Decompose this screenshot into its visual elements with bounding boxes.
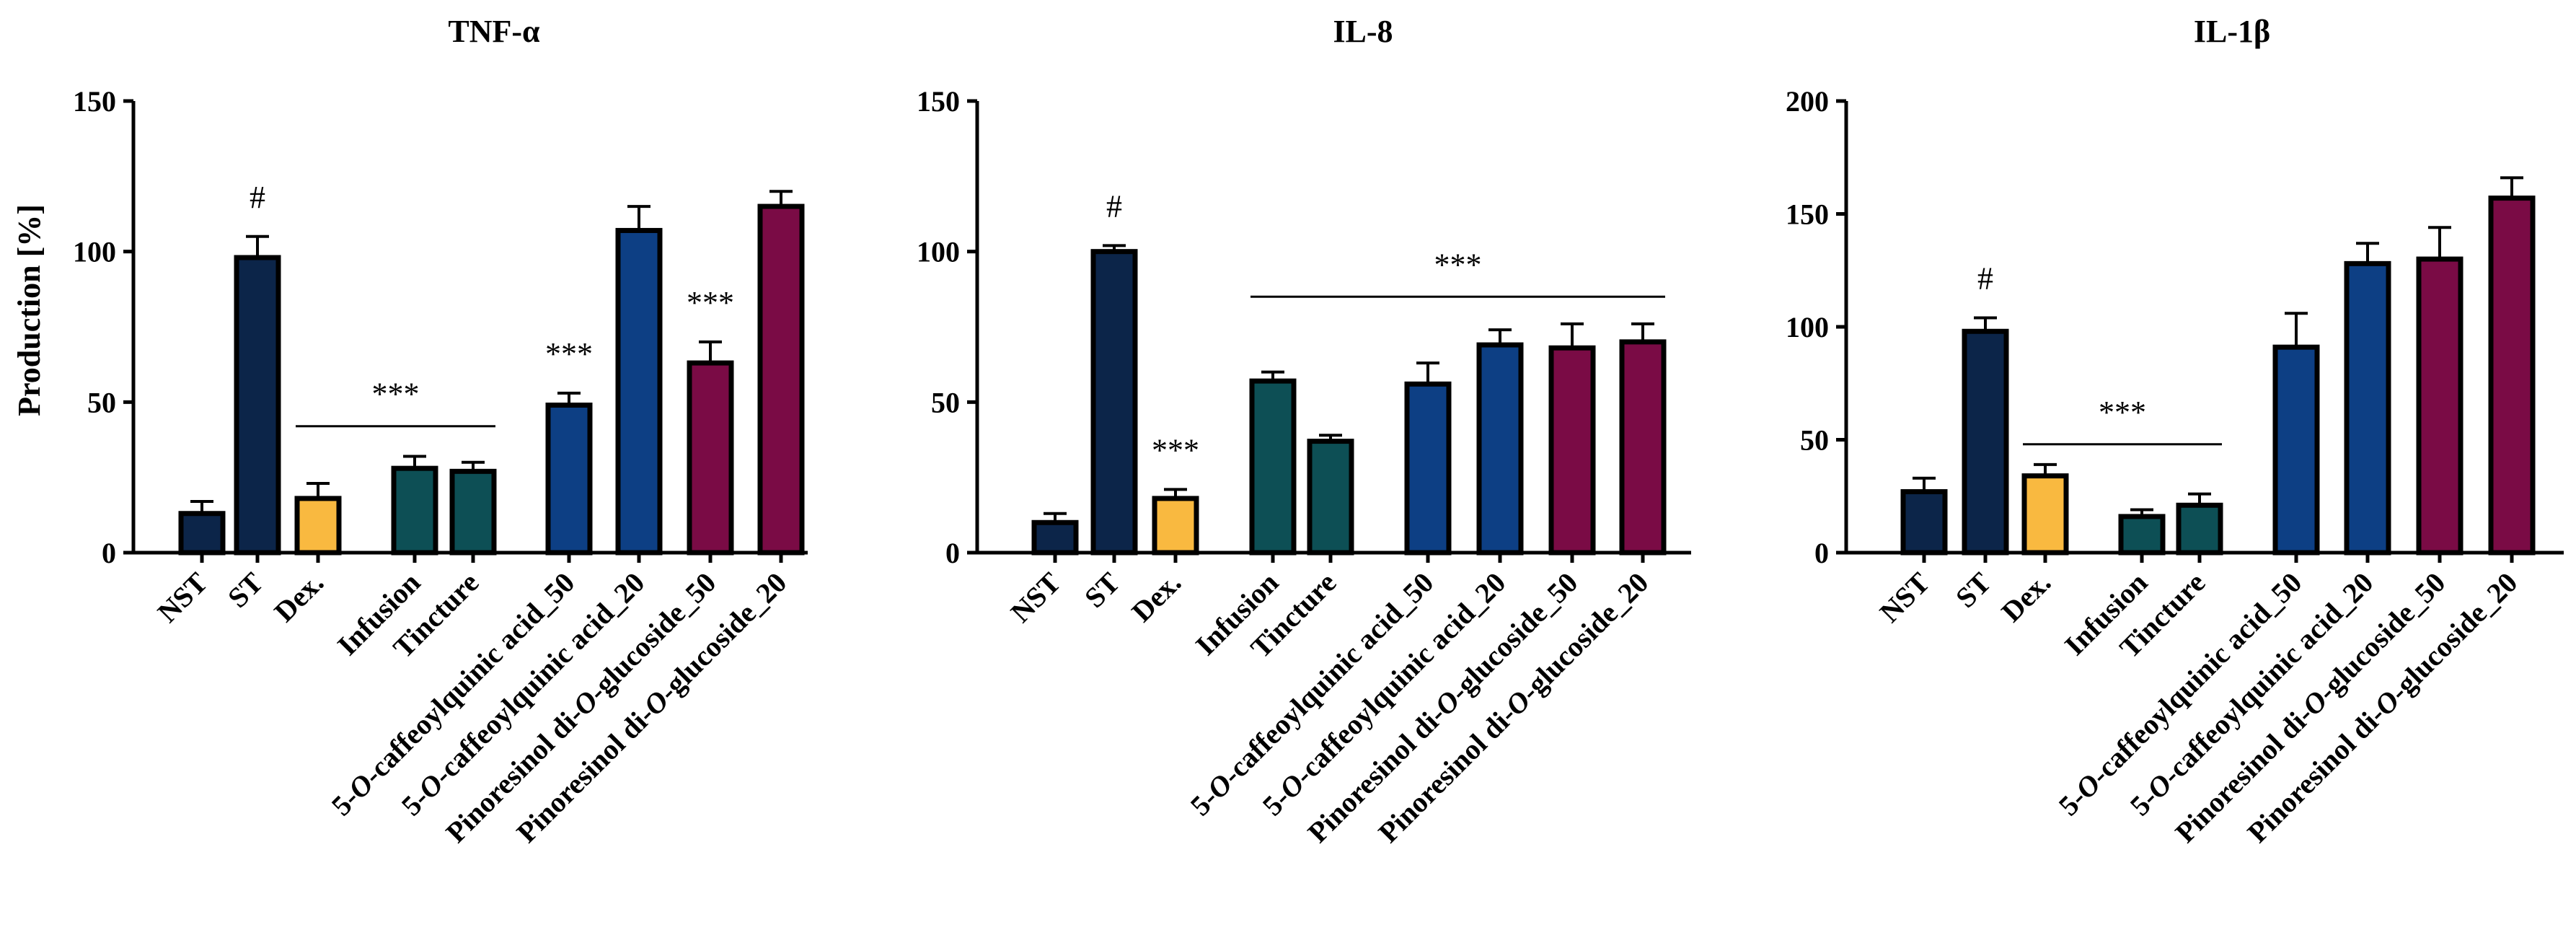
bar	[2344, 260, 2391, 556]
category-label: Dex.	[1995, 566, 2057, 628]
y-tick-label: 150	[917, 85, 960, 118]
bar	[545, 403, 593, 556]
y-tick-label: 0	[102, 537, 116, 569]
y-tick-label: 50	[931, 386, 960, 418]
bar	[757, 203, 805, 556]
bar	[687, 360, 734, 556]
y-tick-label: 150	[73, 85, 116, 118]
bar	[2416, 256, 2463, 556]
category-label: Pinoresinol di-O-glucoside_50	[1301, 566, 1584, 849]
y-tick-label: 100	[1786, 311, 1829, 343]
chart-title: TNF-α	[448, 14, 540, 49]
bar	[2272, 344, 2320, 556]
y-axis-label: Production [%]	[12, 204, 47, 416]
significance-annotation: ***	[1152, 432, 1199, 468]
category-label: NST	[1005, 566, 1067, 628]
y-tick-label: 50	[1800, 424, 1829, 457]
y-tick-label: 0	[945, 537, 960, 569]
bar	[1090, 249, 1138, 556]
bar	[449, 468, 497, 556]
y-tick-label: 50	[87, 386, 116, 418]
category-label: ST	[1949, 566, 1998, 614]
bar	[1307, 439, 1354, 556]
significance-annotation: #	[250, 180, 265, 215]
significance-annotation: ***	[687, 285, 734, 320]
category-label: Dex.	[1125, 566, 1187, 628]
significance-annotation: ***	[2099, 395, 2146, 430]
significance-annotation: ***	[545, 336, 593, 372]
bar	[2488, 196, 2536, 556]
chart-title: IL-8	[1333, 14, 1393, 49]
y-tick-label: 100	[917, 236, 960, 268]
bar	[2021, 473, 2069, 556]
bar	[391, 465, 438, 556]
significance-annotation: #	[1106, 188, 1122, 224]
bar	[1404, 381, 1452, 556]
bar	[1249, 378, 1297, 556]
bar	[178, 511, 226, 556]
bar	[2176, 502, 2223, 556]
bar	[1548, 345, 1596, 556]
category-label: ST	[1078, 566, 1126, 614]
category-label: NST	[151, 566, 214, 628]
bar	[1900, 488, 1948, 556]
category-label: ST	[221, 566, 270, 614]
category-label: Pinoresinol di-O-glucoside_50	[2169, 566, 2451, 849]
bar	[615, 227, 663, 556]
y-tick-label: 150	[1786, 198, 1829, 231]
bar	[1476, 342, 1524, 556]
category-label: Pinoresinol di-O-glucoside_50	[439, 566, 722, 849]
category-label: Dex.	[268, 566, 330, 628]
y-tick-label: 200	[1786, 85, 1829, 118]
y-tick-label: 100	[73, 236, 116, 268]
category-label: NST	[1874, 566, 1936, 628]
chart-title: IL-1β	[2194, 14, 2270, 49]
bar	[1152, 496, 1199, 556]
bar	[294, 496, 342, 556]
significance-annotation: #	[1977, 260, 1993, 296]
bar	[2118, 514, 2166, 556]
significance-annotation: ***	[1434, 247, 1482, 282]
bar	[1619, 339, 1667, 556]
bar	[1962, 328, 2009, 556]
significance-annotation: ***	[372, 377, 420, 412]
bar	[234, 255, 281, 556]
y-tick-label: 0	[1814, 537, 1829, 569]
bar	[1031, 519, 1079, 556]
